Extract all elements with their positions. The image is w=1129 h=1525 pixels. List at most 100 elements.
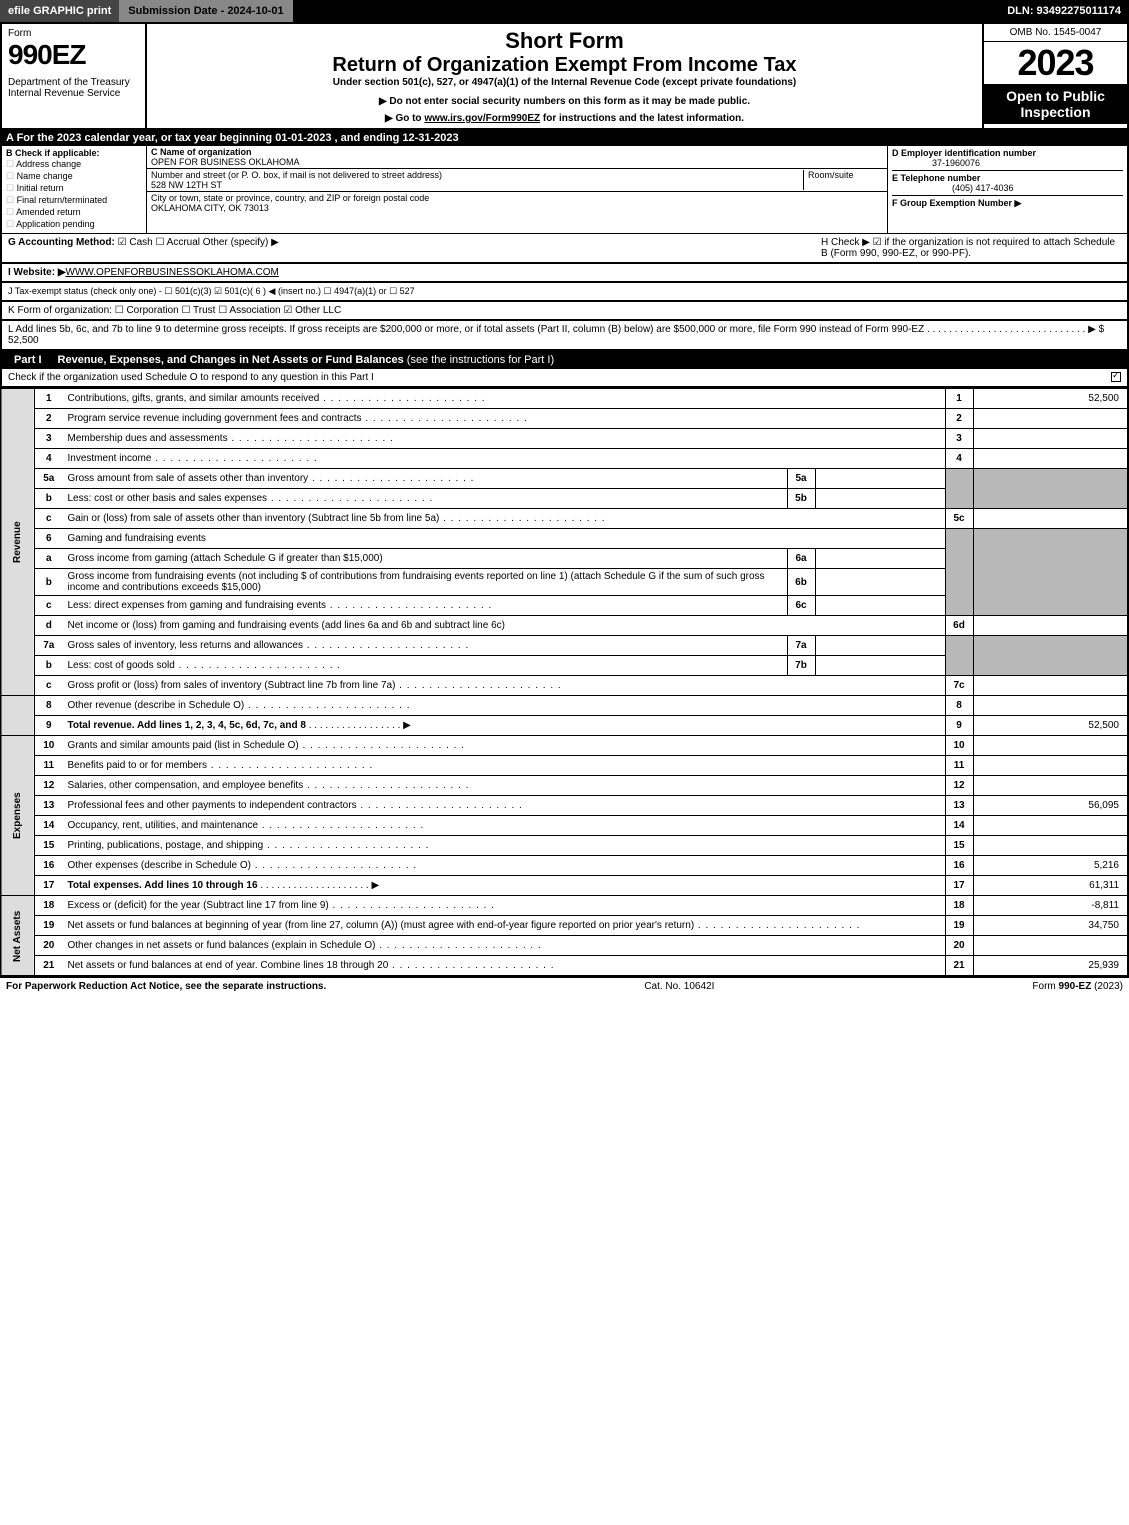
line-4-val [973, 449, 1128, 469]
line-6b-desc: Gross income from fundraising events (no… [63, 569, 788, 596]
form-label: Form [8, 28, 139, 39]
tax-exempt-status: J Tax-exempt status (check only one) - ☐… [0, 283, 1129, 302]
line-3-val [973, 429, 1128, 449]
schedule-o-checkbox[interactable] [1111, 372, 1121, 382]
line-21-val: 25,939 [973, 956, 1128, 976]
line-18-val: -8,811 [973, 896, 1128, 916]
line-20-val [973, 936, 1128, 956]
line-10-desc: Grants and similar amounts paid (list in… [63, 736, 946, 756]
line-12-desc: Salaries, other compensation, and employ… [63, 776, 946, 796]
form-subtitle: Return of Organization Exempt From Incom… [157, 54, 972, 77]
line-6d-val [973, 616, 1128, 636]
line-6c-desc: Less: direct expenses from gaming and fu… [63, 596, 788, 616]
section-b-c-d: B Check if applicable: Address change Na… [0, 146, 1129, 234]
ein-value: 37-1960076 [932, 158, 980, 168]
paperwork-notice: For Paperwork Reduction Act Notice, see … [6, 981, 326, 992]
org-address: 528 NW 12TH ST [151, 180, 222, 190]
line-7b-desc: Less: cost of goods sold [63, 656, 788, 676]
line-6b-mid: 6b [787, 569, 815, 596]
submission-date-label: Submission Date - 2024-10-01 [120, 0, 292, 22]
line-7c-val [973, 676, 1128, 696]
department-label: Department of the Treasury Internal Reve… [8, 77, 139, 99]
line-1-val: 52,500 [973, 389, 1128, 409]
ssn-warning: ▶ Do not enter social security numbers o… [157, 96, 972, 107]
line-5c-val [973, 509, 1128, 529]
cb-address-change[interactable]: Address change [6, 159, 142, 170]
line-6a-mid: 6a [787, 549, 815, 569]
form-of-organization: K Form of organization: ☐ Corporation ☐ … [0, 302, 1129, 321]
line-8-val [973, 696, 1128, 716]
line-15-val [973, 836, 1128, 856]
expenses-vlabel: Expenses [1, 736, 35, 896]
accounting-method-label: G Accounting Method: [8, 237, 115, 248]
room-suite-label: Room/suite [803, 170, 883, 190]
line-11-val [973, 756, 1128, 776]
cb-final-return[interactable]: Final return/terminated [6, 195, 142, 206]
line-4-desc: Investment income [63, 449, 946, 469]
line-18-desc: Excess or (deficit) for the year (Subtra… [63, 896, 946, 916]
schedule-o-check-text: Check if the organization used Schedule … [8, 372, 374, 383]
line-6a-desc: Gross income from gaming (attach Schedul… [63, 549, 788, 569]
line-2-desc: Program service revenue including govern… [63, 409, 946, 429]
irs-link[interactable]: www.irs.gov/Form990EZ [424, 113, 540, 124]
line-7a-desc: Gross sales of inventory, less returns a… [63, 636, 788, 656]
line-19-desc: Net assets or fund balances at beginning… [63, 916, 946, 936]
group-exemption-label: F Group Exemption Number ▶ [892, 198, 1021, 208]
phone-label: E Telephone number [892, 173, 980, 183]
org-city: OKLAHOMA CITY, OK 73013 [151, 203, 269, 213]
city-label: City or town, state or province, country… [151, 193, 429, 203]
form-title: Short Form [157, 28, 972, 54]
open-public-inspection: Open to Public Inspection [984, 84, 1127, 124]
line-11-desc: Benefits paid to or for members [63, 756, 946, 776]
footer: For Paperwork Reduction Act Notice, see … [0, 976, 1129, 995]
under-section: Under section 501(c), 527, or 4947(a)(1)… [157, 77, 972, 88]
revenue-vlabel: Revenue [1, 389, 35, 696]
line-16-desc: Other expenses (describe in Schedule O) [63, 856, 946, 876]
website-link[interactable]: WWW.OPENFORBUSINESSOKLAHOMA.COM [66, 267, 279, 278]
part-tag: Part I [6, 354, 50, 366]
org-name: OPEN FOR BUSINESS OKLAHOMA [151, 157, 300, 167]
part-i-grid: Revenue 1Contributions, gifts, grants, a… [0, 388, 1129, 976]
line-19-val: 34,750 [973, 916, 1128, 936]
line-17-val: 61,311 [973, 876, 1128, 896]
line-9-desc: Total revenue. Add lines 1, 2, 3, 4, 5c,… [63, 716, 946, 736]
line-5b-mid: 5b [787, 489, 815, 509]
phone-value: (405) 417-4036 [952, 183, 1014, 193]
cb-initial-return[interactable]: Initial return [6, 183, 142, 194]
check-applicable-label: B Check if applicable: [6, 148, 100, 158]
cb-name-change[interactable]: Name change [6, 171, 142, 182]
line-8-desc: Other revenue (describe in Schedule O) [63, 696, 946, 716]
line-14-val [973, 816, 1128, 836]
line-6c-mid: 6c [787, 596, 815, 616]
ein-label: D Employer identification number [892, 148, 1036, 158]
addr-label: Number and street (or P. O. box, if mail… [151, 170, 442, 180]
efile-print-button[interactable]: efile GRAPHIC print [0, 0, 120, 22]
line-l-gross-receipts: L Add lines 5b, 6c, and 7b to line 9 to … [0, 321, 1129, 351]
accounting-method-options: ☑ Cash ☐ Accrual Other (specify) ▶ [118, 237, 279, 248]
dln-label: DLN: 93492275011174 [999, 0, 1129, 22]
topbar: efile GRAPHIC print Submission Date - 20… [0, 0, 1129, 22]
line-20-desc: Other changes in net assets or fund bala… [63, 936, 946, 956]
website-label: I Website: ▶ [8, 267, 66, 278]
line-7c-desc: Gross profit or (loss) from sales of inv… [63, 676, 946, 696]
line-5c-desc: Gain or (loss) from sale of assets other… [63, 509, 946, 529]
cb-amended-return[interactable]: Amended return [6, 207, 142, 218]
goto-instructions: ▶ Go to www.irs.gov/Form990EZ for instru… [157, 113, 972, 124]
cat-number: Cat. No. 10642I [644, 981, 714, 992]
tax-year: 2023 [984, 42, 1127, 84]
line-7a-mid: 7a [787, 636, 815, 656]
line-2-val [973, 409, 1128, 429]
line-17-desc: Total expenses. Add lines 10 through 16 … [63, 876, 946, 896]
line-14-desc: Occupancy, rent, utilities, and maintena… [63, 816, 946, 836]
line-1-desc: Contributions, gifts, grants, and simila… [63, 389, 946, 409]
row-a-calendar-year: A For the 2023 calendar year, or tax yea… [0, 130, 1129, 146]
line-13-desc: Professional fees and other payments to … [63, 796, 946, 816]
line-5a-mid: 5a [787, 469, 815, 489]
line-6d-desc: Net income or (loss) from gaming and fun… [63, 616, 946, 636]
part-i-header: Part I Revenue, Expenses, and Changes in… [0, 351, 1129, 369]
line-15-desc: Printing, publications, postage, and shi… [63, 836, 946, 856]
form-footer-label: Form 990-EZ (2023) [1032, 981, 1123, 992]
cb-application-pending[interactable]: Application pending [6, 219, 142, 230]
line-7b-mid: 7b [787, 656, 815, 676]
line-6-desc: Gaming and fundraising events [63, 529, 946, 549]
